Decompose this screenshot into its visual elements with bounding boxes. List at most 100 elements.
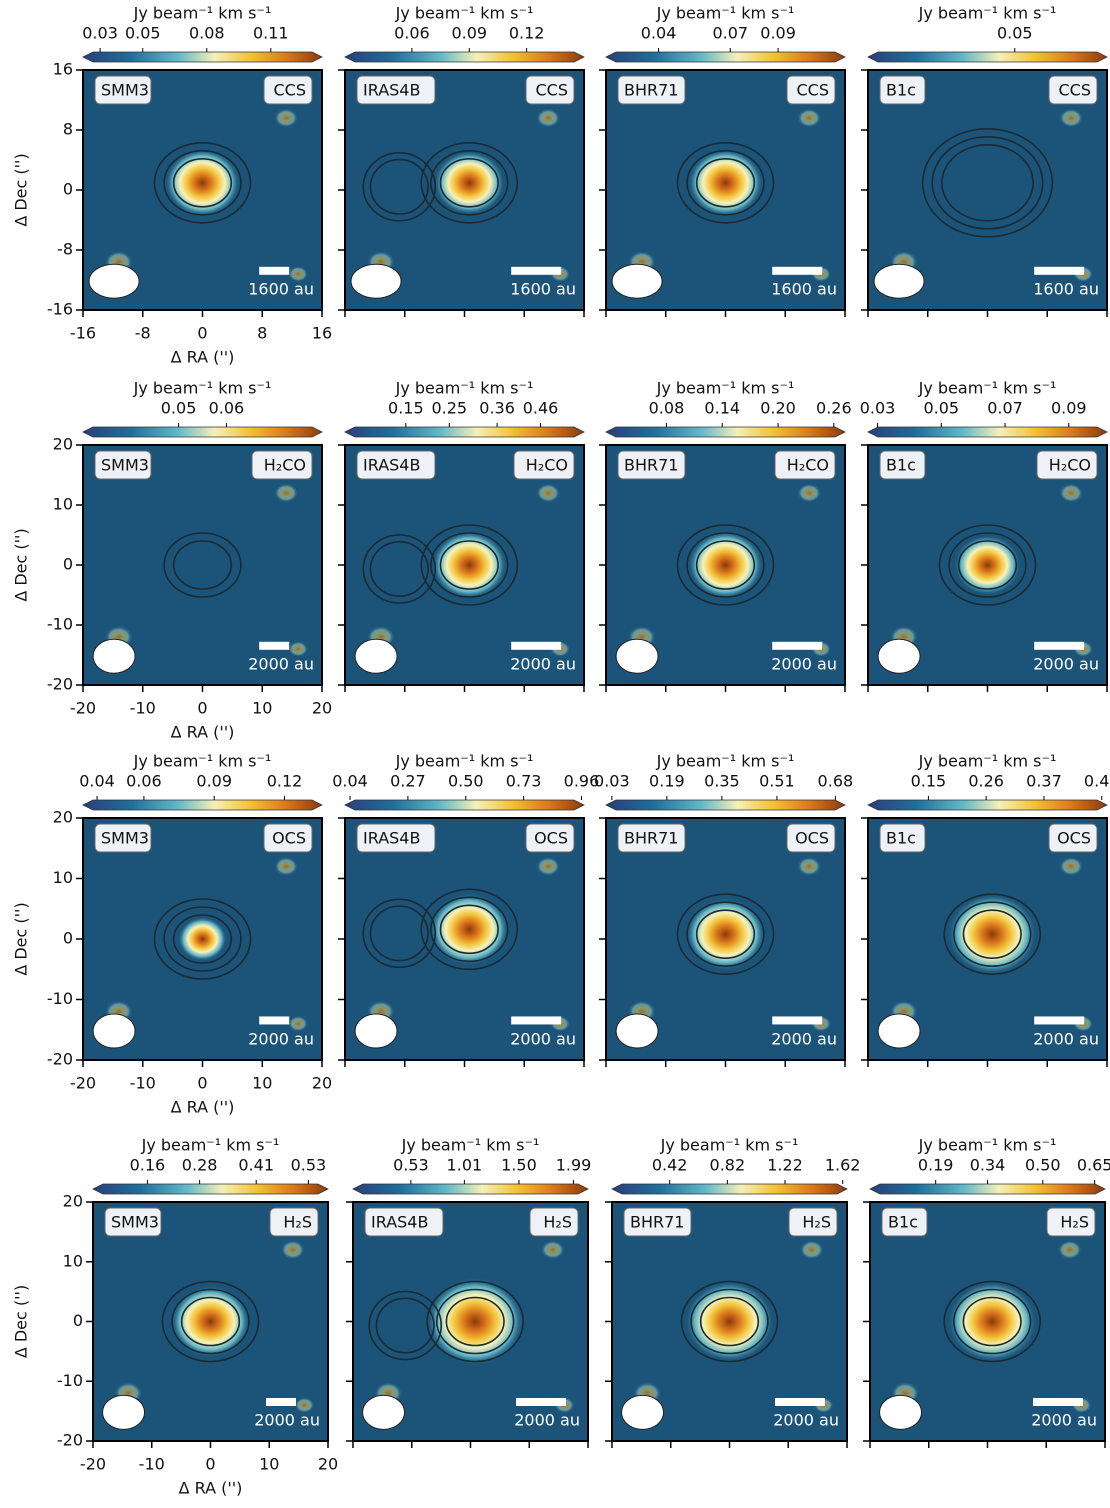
emission-patch bbox=[274, 483, 299, 503]
source-box bbox=[356, 823, 436, 853]
beam bbox=[88, 263, 140, 299]
colorbar-label: Jy beam⁻¹ km s⁻¹ bbox=[401, 1136, 540, 1155]
contour bbox=[362, 152, 437, 222]
emission-patch bbox=[288, 1015, 309, 1032]
beam bbox=[615, 638, 659, 674]
beam bbox=[354, 1013, 398, 1049]
source-label: B1c bbox=[886, 456, 916, 475]
contour bbox=[439, 904, 499, 955]
colorbar-tick-label: 1.01 bbox=[447, 1156, 483, 1175]
beam bbox=[879, 1394, 923, 1430]
scale-bar bbox=[772, 641, 823, 650]
colorbar-tick-label: 1.99 bbox=[556, 1156, 592, 1175]
source-label: SMM3 bbox=[101, 829, 149, 848]
colorbar-tick-label: 0.04 bbox=[641, 24, 677, 43]
colorbar bbox=[344, 426, 585, 438]
x-tick-label: 0 bbox=[197, 324, 207, 343]
contour bbox=[426, 1280, 525, 1363]
scale-label: 2000 au bbox=[773, 1411, 839, 1430]
colorbar bbox=[605, 799, 846, 811]
molecule-label: H₂S bbox=[543, 1213, 572, 1232]
x-tick-label: -10 bbox=[130, 1074, 156, 1093]
molecule-label: OCS bbox=[272, 829, 306, 848]
x-axis-label: Δ RA ('') bbox=[171, 1098, 235, 1117]
source-label: SMM3 bbox=[101, 81, 149, 100]
emission bbox=[948, 1281, 1037, 1362]
x-axis-label: Δ RA ('') bbox=[171, 348, 235, 367]
colorbar-tick-label: 0.03 bbox=[860, 399, 896, 418]
x-tick-label: 10 bbox=[259, 1455, 279, 1474]
scale-bar bbox=[775, 1397, 825, 1406]
colorbar bbox=[92, 1183, 329, 1195]
colorbar bbox=[352, 1183, 589, 1195]
y-tick-label: 0 bbox=[63, 929, 73, 948]
scale-bar bbox=[772, 1016, 823, 1025]
molecule-label: CCS bbox=[1059, 81, 1092, 100]
colorbar-tick-label: 0.46 bbox=[523, 399, 559, 418]
molecule-label: OCS bbox=[1057, 829, 1091, 848]
source-box bbox=[617, 823, 686, 853]
colorbar-tick-label: 0.68 bbox=[818, 772, 854, 791]
molecule-label: H₂S bbox=[802, 1213, 831, 1232]
scale-bar bbox=[511, 1016, 562, 1025]
y-tick-label: 20 bbox=[53, 435, 73, 454]
beam bbox=[362, 1394, 406, 1430]
y-tick-label: -20 bbox=[57, 1431, 83, 1450]
contour bbox=[943, 1280, 1042, 1363]
molecule-box bbox=[1048, 75, 1098, 105]
x-tick-label: -16 bbox=[70, 324, 96, 343]
colorbar-label: Jy beam⁻¹ km s⁻¹ bbox=[133, 752, 272, 771]
molecule-label: H₂S bbox=[1060, 1213, 1089, 1232]
colorbar-label: Jy beam⁻¹ km s⁻¹ bbox=[656, 4, 795, 23]
x-tick-label: 10 bbox=[252, 699, 272, 718]
contour bbox=[676, 893, 775, 975]
contour bbox=[163, 532, 242, 598]
source-box bbox=[623, 1207, 692, 1237]
scale-bar bbox=[511, 266, 562, 275]
map bbox=[345, 70, 584, 310]
colorbar-tick-label: 0.96 bbox=[564, 772, 600, 791]
beam bbox=[873, 263, 925, 299]
contour bbox=[369, 905, 429, 962]
emission bbox=[429, 893, 509, 966]
contour bbox=[362, 534, 437, 604]
scale-bar bbox=[1034, 641, 1085, 650]
emission-patch bbox=[274, 856, 299, 877]
beam bbox=[621, 1394, 665, 1430]
emission bbox=[431, 531, 507, 599]
colorbar-tick-label: 0.28 bbox=[182, 1156, 218, 1175]
molecule-label: OCS bbox=[534, 829, 568, 848]
x-tick-label: 8 bbox=[257, 324, 267, 343]
colorbar-tick-label: 0.50 bbox=[448, 772, 484, 791]
beam bbox=[354, 638, 398, 674]
contour bbox=[695, 540, 756, 590]
source-label: BHR71 bbox=[624, 829, 678, 848]
colorbar-tick-label: 0.19 bbox=[649, 772, 685, 791]
x-tick-label: -10 bbox=[139, 1455, 165, 1474]
colorbar-tick-label: 0.53 bbox=[291, 1156, 327, 1175]
colorbar-tick-label: 0.08 bbox=[649, 399, 685, 418]
molecule-label: H₂CO bbox=[264, 456, 306, 475]
x-tick-label: 20 bbox=[312, 1074, 332, 1093]
molecule-box bbox=[263, 823, 313, 853]
panel: 2000 au BHR71 OCS 0.03 0.19 0.35 0.51 0.68 Jy be… bbox=[594, 752, 854, 1067]
scale-label: 2000 au bbox=[248, 1030, 314, 1049]
x-axis-label: Δ RA ('') bbox=[171, 723, 235, 742]
colorbar bbox=[344, 51, 585, 63]
contour bbox=[686, 532, 765, 598]
colorbar-tick-label: 1.22 bbox=[767, 1156, 803, 1175]
beam bbox=[877, 1013, 921, 1049]
contour bbox=[676, 524, 775, 606]
colorbar bbox=[611, 1183, 848, 1195]
scale-label: 2000 au bbox=[1031, 1411, 1097, 1430]
molecule-label: OCS bbox=[795, 829, 829, 848]
contour bbox=[430, 532, 509, 598]
emission-patch bbox=[274, 108, 299, 128]
scale-bar bbox=[259, 1016, 290, 1025]
map bbox=[870, 1202, 1105, 1441]
emission-patch bbox=[288, 641, 309, 657]
contour bbox=[161, 1280, 260, 1363]
panel: 2000 au SMM3 OCS -20 -10 0 10 20 20 10 0 -10 -20 0.04… bbox=[47, 752, 332, 1093]
contour bbox=[368, 1290, 443, 1361]
